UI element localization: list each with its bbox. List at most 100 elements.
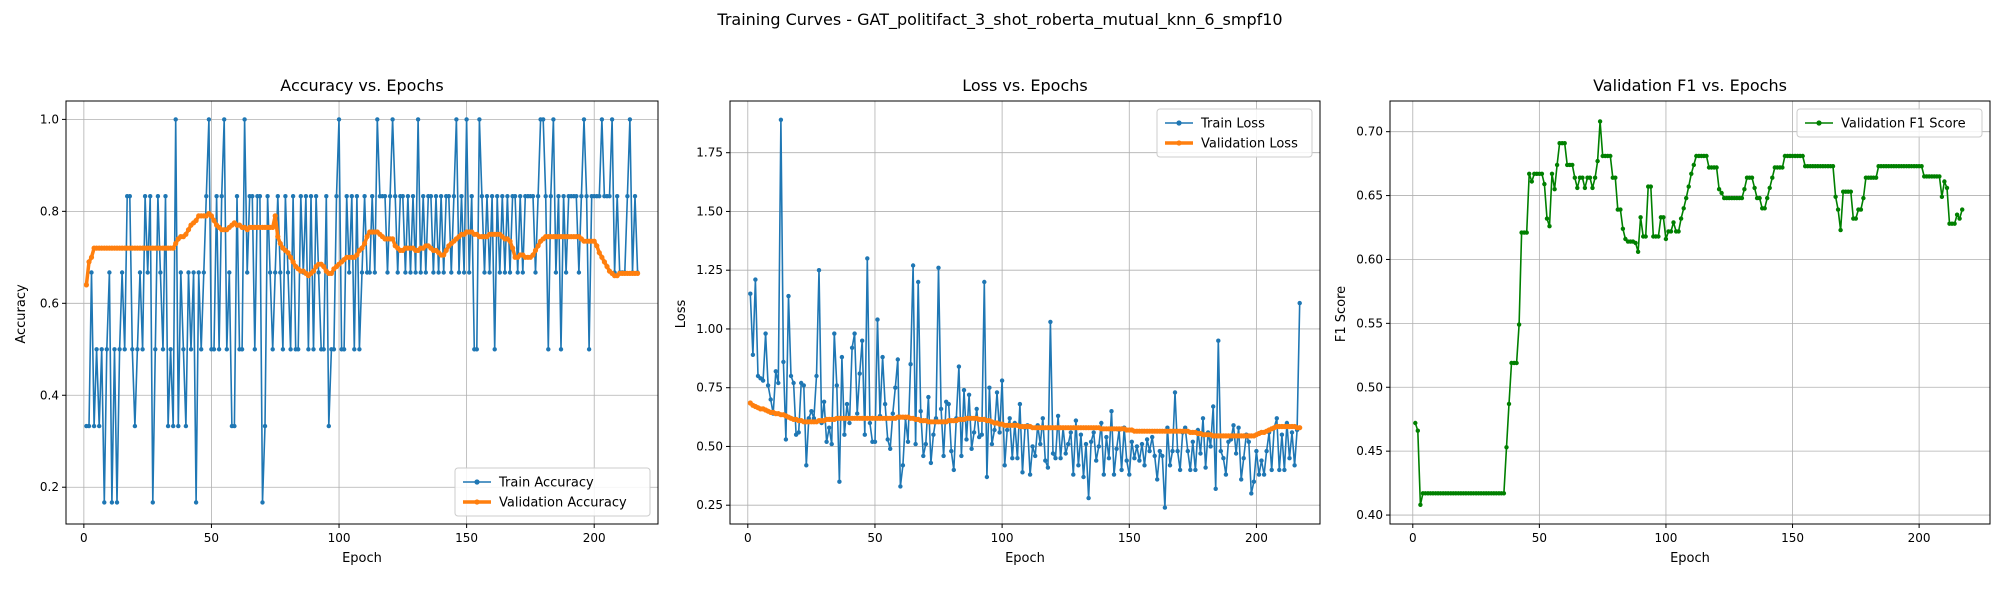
f1-point: [1547, 224, 1552, 229]
accuracy-point: [530, 252, 536, 258]
accuracy-point: [163, 194, 168, 199]
loss-point: [1045, 465, 1051, 470]
loss-ytick-label: 1.25: [696, 263, 723, 277]
accuracy-point: [341, 347, 347, 352]
loss-point: [1132, 456, 1137, 461]
loss-point: [768, 397, 773, 402]
f1-point: [1937, 174, 1942, 179]
accuracy-point: [362, 240, 368, 247]
accuracy-point: [431, 270, 436, 275]
loss-point: [1213, 486, 1218, 491]
accuracy-point: [586, 347, 592, 352]
accuracy-point: [196, 270, 201, 275]
accuracy-point: [178, 270, 183, 275]
f1-point: [1597, 119, 1603, 124]
accuracy-point: [415, 117, 421, 122]
loss-point: [1188, 467, 1193, 473]
loss-point: [1119, 467, 1124, 473]
accuracy-ytick-label: 0.4: [40, 388, 59, 402]
accuracy-point: [114, 500, 120, 505]
accuracy-point: [137, 270, 143, 275]
loss-point: [1127, 472, 1132, 477]
accuracy-point: [201, 270, 206, 275]
accuracy-ytick-label: 0.8: [40, 204, 59, 218]
f1-ylabel: F1 Score: [1334, 286, 1349, 342]
loss-point: [1152, 453, 1157, 459]
accuracy-point: [625, 194, 630, 199]
f1-point: [1944, 185, 1950, 191]
loss-point: [834, 383, 839, 388]
f1-point: [1592, 175, 1598, 180]
loss-legend-box: [1156, 108, 1313, 158]
accuracy-point: [104, 347, 110, 352]
f1-ytick-label: 0.60: [1356, 252, 1383, 266]
loss-point: [1094, 458, 1099, 463]
loss-point: [928, 460, 934, 466]
f1-xtick-label: 100: [1654, 531, 1677, 545]
accuracy-point: [492, 347, 497, 352]
loss-legend-marker-0: [1176, 120, 1182, 126]
accuracy-point: [456, 270, 462, 275]
f1-point: [1575, 185, 1580, 191]
accuracy-point: [535, 194, 541, 199]
accuracy-point: [556, 194, 561, 199]
f1-point: [1544, 216, 1550, 221]
accuracy-point: [252, 347, 257, 352]
accuracy-point: [135, 347, 140, 352]
loss-point: [882, 401, 888, 407]
f1-axes-frame: [1389, 100, 1991, 525]
accuracy-point: [94, 347, 99, 352]
accuracy-point: [170, 245, 176, 251]
accuracy-legend-marker-1: [474, 499, 480, 505]
accuracy-xtick-label: 200: [583, 531, 606, 545]
accuracy-point: [285, 270, 291, 275]
loss-point: [1147, 448, 1152, 454]
f1-ytick-label: 0.45: [1356, 444, 1383, 458]
loss-point: [839, 354, 845, 360]
accuracy-point: [311, 347, 316, 352]
accuracy-point: [186, 270, 191, 275]
accuracy-point: [107, 270, 112, 275]
loss-point: [1055, 413, 1061, 419]
f1-point: [1527, 171, 1532, 176]
accuracy-point: [421, 194, 426, 199]
accuracy-point: [477, 117, 482, 122]
loss-point: [1033, 453, 1038, 459]
f1-point: [1506, 401, 1512, 407]
f1-point: [1413, 420, 1418, 426]
loss-point: [778, 117, 784, 123]
accuracy-point: [479, 194, 485, 199]
f1-point: [1633, 240, 1638, 246]
accuracy-point: [234, 194, 240, 199]
loss-point: [847, 420, 852, 426]
accuracy-point: [584, 194, 589, 199]
loss-point: [796, 430, 801, 435]
f1-point: [1539, 171, 1545, 176]
loss-point: [806, 416, 811, 421]
accuracy-xtick-label: 50: [204, 531, 219, 545]
loss-point: [1071, 472, 1076, 477]
accuracy-point: [436, 270, 441, 275]
loss-point: [969, 446, 974, 451]
f1-point: [1590, 185, 1595, 191]
loss-point: [849, 345, 855, 350]
accuracy-point: [153, 347, 158, 352]
accuracy-point: [372, 270, 377, 275]
accuracy-point: [130, 347, 135, 352]
accuracy-point: [387, 194, 393, 199]
accuracy-point: [599, 254, 605, 260]
loss-point: [1170, 448, 1175, 454]
accuracy-point: [474, 347, 479, 352]
f1-point: [1668, 229, 1674, 234]
accuracy-point: [597, 194, 602, 199]
loss-point: [760, 378, 766, 383]
loss-point: [1157, 448, 1163, 454]
accuracy-point: [290, 259, 296, 265]
loss-point: [791, 380, 796, 386]
f1-legend-marker-0: [1816, 120, 1822, 126]
accuracy-point: [438, 194, 444, 199]
accuracy-point: [505, 194, 510, 199]
accuracy-point: [599, 117, 605, 122]
loss-point: [1043, 458, 1048, 463]
f1-xtick-label: 50: [1532, 531, 1547, 545]
